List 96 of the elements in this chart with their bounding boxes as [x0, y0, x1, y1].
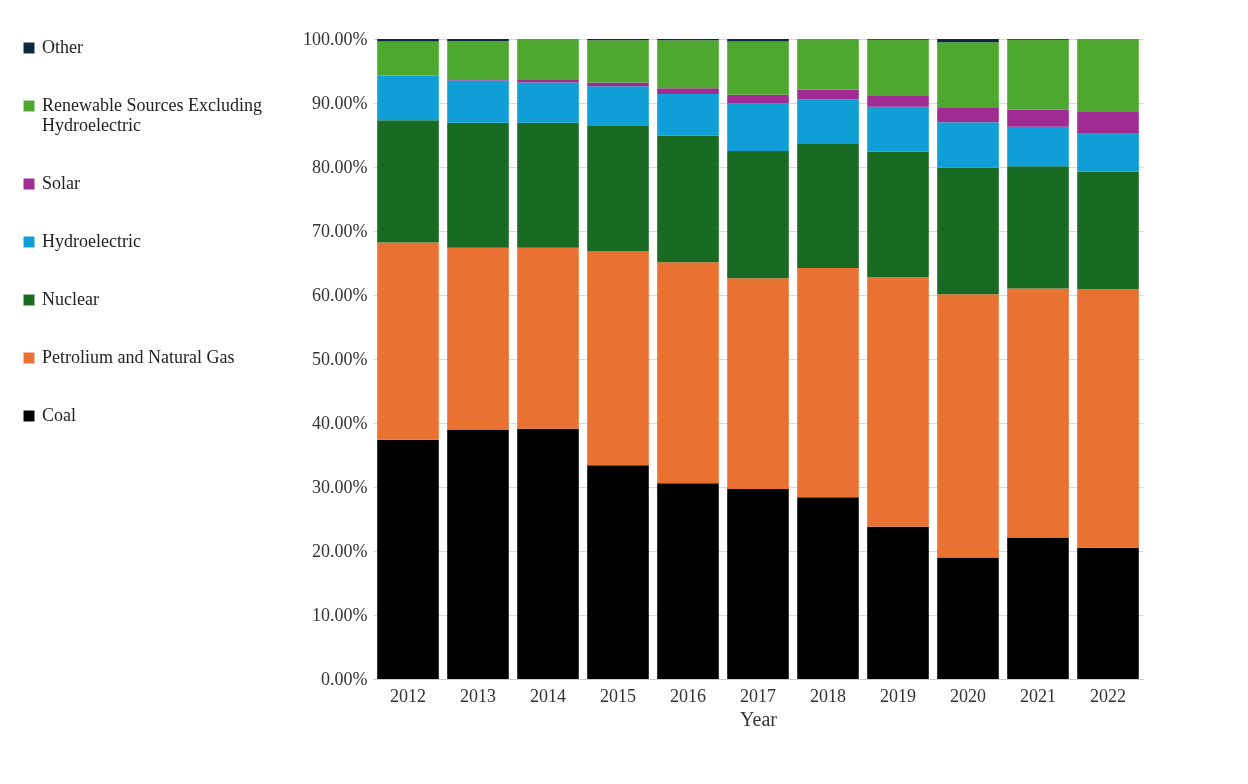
- y-tick-label: 30.00%: [312, 476, 368, 497]
- y-tick-label: 80.00%: [312, 156, 368, 177]
- bar: [1007, 39, 1069, 110]
- bar: [587, 251, 649, 466]
- x-tick-label: 2014: [530, 685, 566, 706]
- bar: [1007, 288, 1069, 538]
- bar: [937, 167, 999, 295]
- bar: [517, 428, 579, 679]
- x-tick-label: 2016: [670, 685, 706, 706]
- bar: [1077, 289, 1139, 548]
- bar: [797, 99, 859, 144]
- y-tick-label: 20.00%: [312, 540, 368, 561]
- legend-label: Coal: [42, 405, 76, 425]
- bar: [1007, 537, 1069, 679]
- x-tick-label: 2019: [880, 685, 916, 706]
- bar: [937, 108, 999, 123]
- legend-label: Petrolium and Natural Gas: [42, 347, 235, 367]
- bar: [867, 277, 929, 527]
- bar: [867, 151, 929, 278]
- y-tick-label: 70.00%: [312, 220, 368, 241]
- x-tick-label: 2022: [1090, 685, 1126, 706]
- y-tick-label: 100.00%: [303, 28, 368, 49]
- bar: [447, 122, 509, 248]
- x-tick-label: 2012: [390, 685, 426, 706]
- bar: [657, 262, 719, 484]
- y-tick-label: 60.00%: [312, 284, 368, 305]
- x-tick-label: 2015: [600, 685, 636, 706]
- bar: [937, 42, 999, 109]
- y-tick-label: 50.00%: [312, 348, 368, 369]
- x-axis-title: Year: [740, 707, 778, 730]
- x-tick-label: 2013: [460, 685, 496, 706]
- y-tick-label: 10.00%: [312, 604, 368, 625]
- x-tick-label: 2017: [740, 685, 776, 706]
- bar: [727, 41, 789, 95]
- bar: [797, 268, 859, 498]
- bar: [587, 86, 649, 127]
- bar: [937, 294, 999, 558]
- bar: [1077, 133, 1139, 172]
- bar: [377, 439, 439, 679]
- bar: [517, 247, 579, 429]
- legend-label: Hydroelectric: [42, 231, 141, 251]
- bar: [727, 94, 789, 103]
- bar: [657, 88, 719, 95]
- bar: [1077, 39, 1139, 112]
- bar: [657, 40, 719, 89]
- bar: [447, 40, 509, 80]
- bar: [1077, 547, 1139, 679]
- bar: [377, 242, 439, 440]
- bar: [727, 103, 789, 151]
- bar: [377, 41, 439, 76]
- y-tick-label: 0.00%: [321, 668, 368, 689]
- bar: [1007, 109, 1069, 127]
- bar: [447, 247, 509, 430]
- bar: [377, 120, 439, 243]
- bar: [797, 89, 859, 100]
- bar: [657, 135, 719, 263]
- bar: [377, 39, 439, 42]
- bar: [1077, 111, 1139, 134]
- bar: [517, 82, 579, 123]
- bar: [797, 39, 859, 90]
- bar: [727, 488, 789, 679]
- bar: [867, 39, 929, 96]
- bar: [937, 557, 999, 679]
- x-tick-label: 2021: [1020, 685, 1056, 706]
- bar: [1007, 166, 1069, 289]
- bar: [727, 151, 789, 279]
- bar: [937, 122, 999, 168]
- bar: [1007, 126, 1069, 167]
- bar: [517, 79, 579, 83]
- bar: [867, 106, 929, 152]
- bar: [797, 143, 859, 269]
- bar: [447, 80, 509, 123]
- bar: [797, 497, 859, 679]
- bar: [587, 126, 649, 252]
- bar: [1077, 171, 1139, 290]
- bar: [867, 526, 929, 679]
- x-tick-label: 2020: [950, 685, 986, 706]
- x-tick-label: 2018: [810, 685, 846, 706]
- bar: [727, 278, 789, 489]
- legend-label: Renewable Sources Excluding Hydroelectric: [42, 95, 262, 135]
- bar: [587, 465, 649, 679]
- bar: [657, 483, 719, 679]
- bar: [517, 39, 579, 80]
- y-tick-label: 90.00%: [312, 92, 368, 113]
- legend-label: Other: [42, 37, 83, 57]
- bar: [867, 95, 929, 107]
- y-tick-label: 40.00%: [312, 412, 368, 433]
- bar: [727, 39, 789, 42]
- bar: [587, 40, 649, 83]
- bar: [657, 94, 719, 136]
- bar: [377, 75, 439, 121]
- bar: [937, 39, 999, 43]
- bar: [447, 429, 509, 679]
- bar: [517, 122, 579, 248]
- legend-label: Solar: [42, 173, 80, 193]
- legend-label: Nuclear: [42, 289, 99, 309]
